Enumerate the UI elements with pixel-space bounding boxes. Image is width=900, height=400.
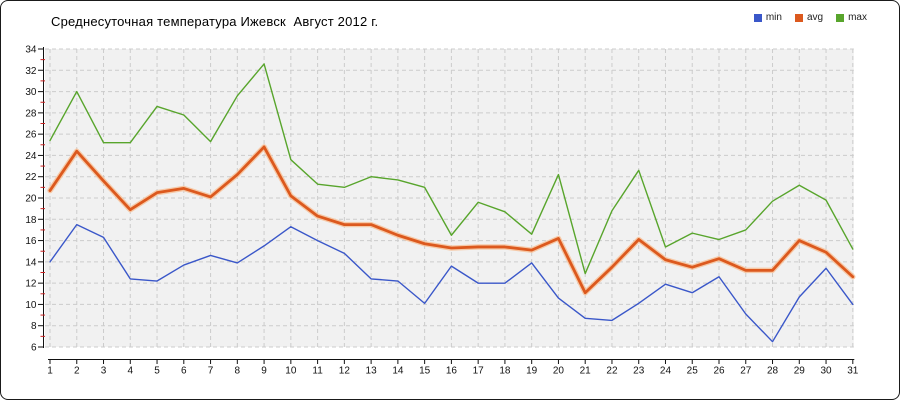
y-tick-label: 24 (25, 151, 37, 162)
max-swatch-icon (836, 14, 845, 22)
y-tick-label: 20 (25, 194, 37, 205)
series-min-line (49, 223, 854, 343)
y-tick-label: 30 (25, 87, 37, 98)
x-tick-label: 13 (366, 366, 378, 377)
x-tick-label: 12 (339, 366, 351, 377)
x-tick-label: 31 (847, 366, 859, 377)
x-tick-label: 25 (687, 366, 699, 377)
legend-item-max: max (836, 13, 867, 23)
x-tick-label: 20 (553, 366, 565, 377)
avg-swatch-icon (794, 14, 803, 22)
x-tick-label: 8 (235, 366, 241, 377)
x-tick-label: 26 (713, 366, 725, 377)
legend-label-min: min (765, 12, 782, 23)
y-tick-label: 28 (25, 108, 37, 119)
x-tick-label: 2 (74, 366, 80, 377)
legend: min avg max (753, 12, 867, 23)
x-tick-label: 3 (101, 366, 107, 377)
x-tick-label: 4 (127, 366, 133, 377)
x-tick-label: 1 (47, 366, 53, 377)
min-swatch-icon (753, 14, 762, 22)
x-tick-label: 10 (285, 366, 297, 377)
x-tick-label: 16 (446, 366, 458, 377)
x-tick-label: 24 (660, 366, 672, 377)
y-tick-label: 26 (25, 130, 37, 141)
legend-item-min: min (753, 12, 782, 23)
x-tick-label: 14 (392, 366, 404, 377)
x-tick-label: 30 (820, 366, 832, 377)
x-tick-label: 6 (181, 366, 187, 377)
x-tick-label: 9 (261, 366, 267, 377)
x-tick-label: 15 (419, 366, 431, 377)
x-tick-label: 17 (473, 366, 485, 377)
y-tick-label: 12 (25, 279, 37, 290)
x-tick-label: 21 (580, 366, 592, 377)
x-tick-label: 23 (633, 366, 645, 377)
x-tick-label: 19 (526, 366, 538, 377)
chart-title: Среднесуточная температура Ижевск Август… (51, 14, 379, 29)
series-avg-line (48, 145, 855, 295)
series-max-line (49, 63, 854, 275)
legend-label-avg: avg (806, 12, 824, 23)
x-tick-label: 28 (767, 366, 779, 377)
x-tick-label: 22 (606, 366, 618, 377)
y-tick-label: 32 (25, 66, 37, 77)
y-tick-label: 8 (31, 321, 37, 332)
y-tick-label: 22 (25, 172, 37, 183)
x-tick-label: 5 (154, 366, 160, 377)
x-tick-label: 27 (740, 366, 752, 377)
x-tick-label: 18 (499, 366, 511, 377)
y-tick-label: 18 (25, 215, 37, 226)
y-tick-label: 34 (25, 45, 37, 56)
legend-item-avg: avg (794, 12, 824, 23)
y-tick-label: 14 (25, 257, 37, 268)
y-tick-label: 6 (31, 343, 37, 354)
x-tick-label: 7 (208, 366, 214, 377)
x-tick-label: 11 (312, 366, 323, 377)
x-tick-label: 29 (794, 366, 806, 377)
y-tick-label: 10 (25, 300, 37, 311)
legend-label-max: max (848, 12, 867, 23)
y-tick-label: 16 (25, 236, 37, 247)
